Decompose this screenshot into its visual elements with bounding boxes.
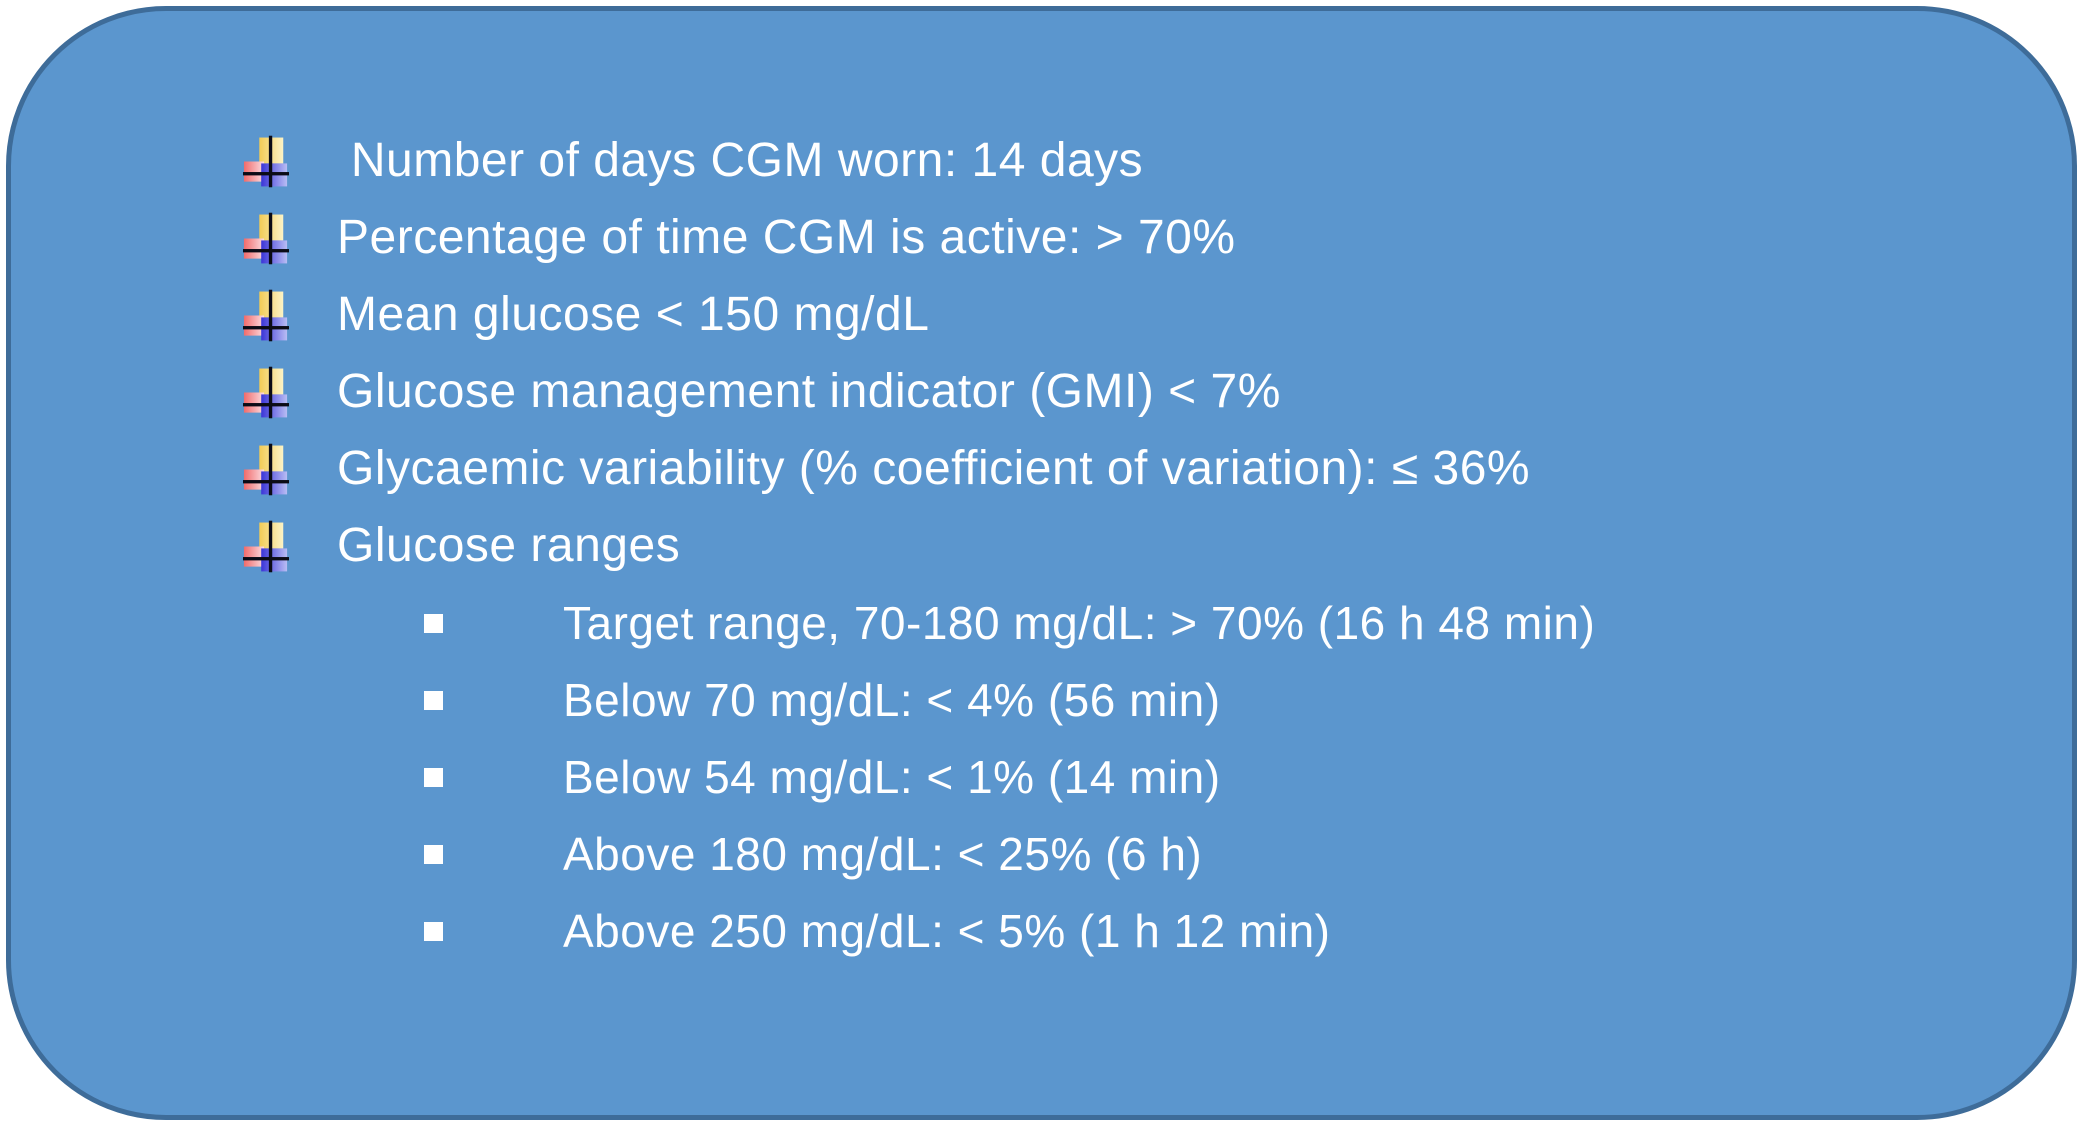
square-bullet-icon xyxy=(424,845,443,864)
sub-list-item-text: Above 250 mg/dL: < 5% (1 h 12 min) xyxy=(563,905,1331,958)
list-item-text: Mean glucose < 150 mg/dL xyxy=(337,288,930,342)
square-bullet-icon xyxy=(424,922,443,941)
list-item: Glucose management indicator (GMI) < 7% xyxy=(243,354,2072,431)
colored-squares-bullet-icon xyxy=(243,135,289,188)
square-bullet-icon xyxy=(424,768,443,787)
list-item: Glycaemic variability (% coefficient of … xyxy=(243,431,2072,508)
sub-list-item: Above 250 mg/dL: < 5% (1 h 12 min) xyxy=(424,893,2072,970)
colored-squares-bullet-icon xyxy=(243,443,289,496)
colored-squares-bullet-icon xyxy=(243,289,289,342)
square-bullet-icon xyxy=(424,614,443,633)
sub-list-item: Above 180 mg/dL: < 25% (6 h) xyxy=(424,816,2072,893)
square-bullet-icon xyxy=(424,691,443,710)
list-item-text: Number of days CGM worn: 14 days xyxy=(337,134,1144,188)
list-item: Percentage of time CGM is active: > 70% xyxy=(243,200,2072,277)
list-item: Number of days CGM worn: 14 days xyxy=(243,123,2072,200)
sub-list-item: Below 54 mg/dL: < 1% (14 min) xyxy=(424,739,2072,816)
colored-squares-bullet-icon xyxy=(243,212,289,265)
sub-list-item-text: Below 70 mg/dL: < 4% (56 min) xyxy=(563,674,1221,727)
sub-list-item-text: Below 54 mg/dL: < 1% (14 min) xyxy=(563,751,1221,804)
list-item: Mean glucose < 150 mg/dL xyxy=(243,277,2072,354)
colored-squares-bullet-icon xyxy=(243,520,289,573)
rounded-panel: Number of days CGM worn: 14 days Percent… xyxy=(6,6,2077,1120)
list-item: Glucose ranges xyxy=(243,508,2072,585)
bullet-list: Number of days CGM worn: 14 days Percent… xyxy=(11,123,2072,970)
sub-list-item: Below 70 mg/dL: < 4% (56 min) xyxy=(424,662,2072,739)
list-item-text: Glucose management indicator (GMI) < 7% xyxy=(337,365,1281,419)
list-item-text: Percentage of time CGM is active: > 70% xyxy=(337,211,1236,265)
list-item-text: Glycaemic variability (% coefficient of … xyxy=(337,442,1531,496)
sub-list-item: Target range, 70-180 mg/dL: > 70% (16 h … xyxy=(424,585,2072,662)
sub-list-item-text: Target range, 70-180 mg/dL: > 70% (16 h … xyxy=(563,597,1596,650)
list-item-text: Glucose ranges xyxy=(337,519,681,573)
sub-list-item-text: Above 180 mg/dL: < 25% (6 h) xyxy=(563,828,1203,881)
colored-squares-bullet-icon xyxy=(243,366,289,419)
